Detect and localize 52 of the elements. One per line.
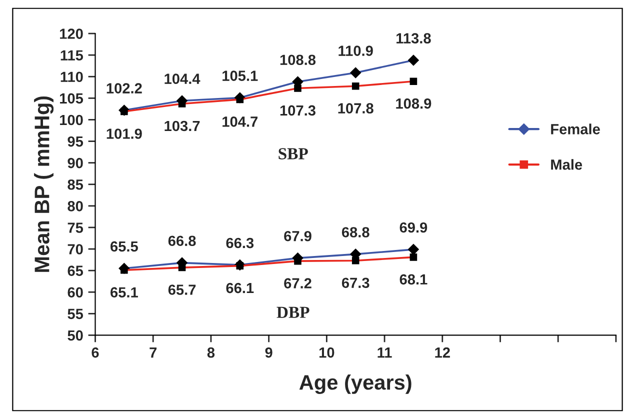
x-axis-title: Age (years) [299, 374, 412, 394]
data-label: 108.8 [280, 54, 316, 66]
y-tick-label: 65 [68, 266, 84, 276]
y-tick-label: 90 [68, 158, 83, 168]
y-tick-label: 100 [60, 114, 83, 126]
y-tick-label: 85 [68, 179, 84, 190]
y-axis-title: Mean BP ( mmHg) [34, 96, 54, 272]
y-tick-label: 75 [68, 222, 84, 233]
data-label: 68.1 [400, 274, 428, 285]
data-label: 65.1 [110, 287, 138, 298]
annotation: SBP [278, 148, 308, 160]
x-tick-label: 10 [319, 347, 334, 358]
data-label: 113.8 [396, 33, 431, 44]
legend-label: Female [551, 124, 600, 134]
data-label: 68.8 [342, 227, 370, 238]
data-label: 66.1 [226, 282, 254, 294]
y-tick-label: 120 [60, 28, 83, 39]
data-label: 67.3 [342, 278, 370, 288]
data-label: 67.2 [284, 278, 312, 288]
data-label: 110.9 [338, 46, 373, 56]
y-tick-label: 55 [68, 308, 84, 320]
data-label: 66.8 [168, 236, 196, 246]
data-label: 101.9 [106, 128, 142, 139]
x-tick-label: 7 [150, 348, 157, 358]
data-label: 107.8 [338, 103, 374, 114]
legend-label: Male [551, 159, 582, 170]
data-label: 66.3 [226, 238, 254, 248]
data-label: 67.9 [284, 230, 312, 242]
data-label: 102.2 [106, 83, 142, 94]
data-label: 65.7 [168, 284, 196, 295]
y-tick-label: 80 [68, 201, 83, 212]
data-label: 105.1 [222, 70, 258, 81]
y-tick-label: 70 [68, 244, 83, 254]
x-tick-label: 12 [435, 347, 450, 358]
y-tick-label: 105 [60, 93, 84, 104]
data-label: 65.5 [110, 241, 138, 252]
y-tick-label: 110 [60, 72, 83, 82]
x-tick-label: 11 [378, 348, 392, 358]
y-tick-label: 50 [68, 330, 83, 341]
data-label: 107.3 [280, 105, 316, 116]
data-label: 103.7 [164, 120, 200, 132]
annotation: DBP [276, 306, 310, 318]
data-label: 108.9 [396, 98, 432, 109]
y-tick-label: 60 [68, 287, 83, 298]
data-label: 69.9 [400, 222, 428, 233]
data-label: 104.4 [164, 74, 200, 84]
data-label: 104.7 [222, 116, 258, 127]
x-tick-label: 8 [207, 347, 215, 358]
x-tick-label: 6 [92, 347, 99, 358]
y-tick-label: 95 [68, 136, 84, 147]
x-tick-label: 9 [265, 347, 272, 358]
y-tick-label: 115 [60, 50, 84, 60]
